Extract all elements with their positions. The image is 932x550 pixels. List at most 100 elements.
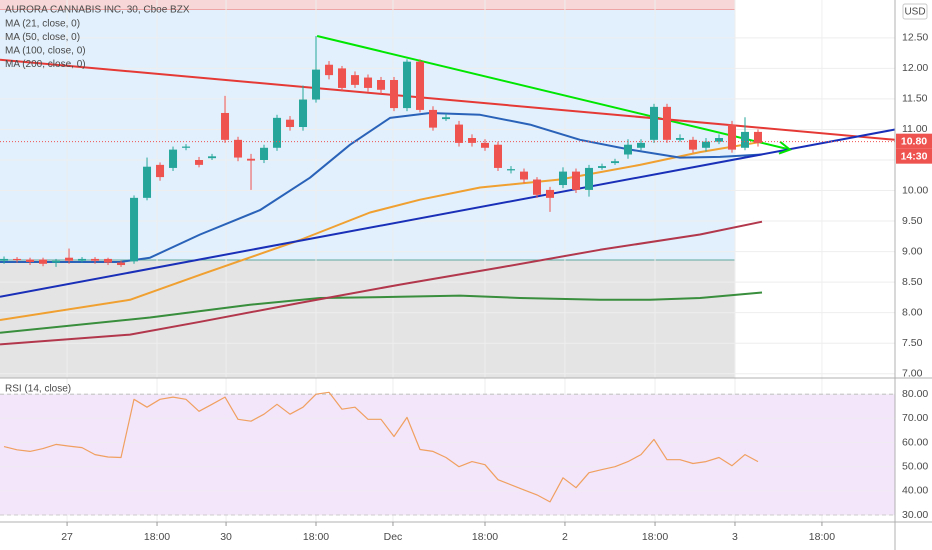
y-tick-label: 10.00: [902, 184, 928, 196]
candle-body: [143, 166, 152, 198]
y-tick-label: 8.50: [902, 276, 923, 288]
y-tick-label: 60.00: [902, 436, 928, 448]
candle-body: [558, 171, 567, 186]
candle-body: [26, 259, 35, 262]
candle-body: [234, 139, 243, 158]
candle-body: [52, 260, 61, 263]
candle-body: [597, 166, 606, 168]
candle-body: [416, 61, 425, 110]
rsi-title: RSI (14, close): [5, 384, 71, 395]
candle-body: [91, 258, 100, 261]
moving-average: [0, 291, 763, 334]
x-tick-label: 18:00: [809, 531, 835, 543]
trend-line: [0, 58, 896, 141]
candle-body: [104, 258, 113, 263]
candle-body: [675, 138, 684, 140]
x-tick-label: 2: [562, 531, 568, 543]
y-tick-label: 9.00: [902, 245, 923, 257]
rsi-line: [3, 391, 759, 503]
candle-body: [610, 161, 619, 164]
x-tick-label: Dec: [384, 531, 403, 543]
legend-entry: MA (200, close, 0): [5, 59, 86, 70]
candle-body: [0, 258, 9, 261]
y-tick-label: 40.00: [902, 485, 928, 497]
candle-body: [494, 144, 503, 168]
stop-zone: [0, 260, 735, 378]
candle-body: [65, 257, 74, 261]
candle-body: [195, 159, 204, 165]
legend-entry: MA (21, close, 0): [5, 19, 80, 30]
candle-body: [442, 117, 451, 120]
candle-body: [753, 131, 762, 143]
risk-zone: [0, 0, 735, 10]
currency[interactable]: USD: [904, 7, 925, 18]
candle-body: [169, 149, 178, 168]
y-tick-label: 12.00: [902, 62, 928, 74]
candle-body: [507, 169, 516, 171]
x-tick-label: 27: [61, 531, 73, 543]
candle-body: [260, 147, 269, 160]
y-tick-label: 50.00: [902, 460, 928, 472]
candle-body: [701, 141, 710, 148]
candle-body: [273, 117, 282, 148]
candle-body: [130, 197, 139, 262]
target-zone: [0, 10, 735, 260]
currency-box[interactable]: [902, 3, 928, 20]
candle-body: [481, 142, 490, 148]
candle-body: [325, 64, 334, 76]
candle-body: [545, 189, 554, 198]
candle-body: [286, 119, 295, 128]
x-tick-label: 18:00: [144, 531, 170, 543]
y-tick-label: 9.50: [902, 215, 923, 227]
candle-body: [636, 142, 645, 148]
candle-body: [623, 144, 632, 155]
candle-body: [221, 112, 230, 140]
y-tick-label: 30.00: [902, 509, 928, 521]
trend-line: [316, 35, 791, 151]
candle-body: [312, 69, 321, 100]
y-tick-label: 12.50: [902, 32, 928, 44]
y-tick-label: 8.00: [902, 306, 923, 318]
moving-average: [0, 112, 763, 263]
x-tick-label: 18:00: [472, 531, 498, 543]
legend-entry: MA (50, close, 0): [5, 32, 80, 43]
candle-body: [584, 167, 593, 190]
x-tick-label: 3: [732, 531, 738, 543]
x-tick-label: 30: [220, 531, 232, 543]
candle-body: [533, 179, 541, 195]
x-tick-label: 18:00: [642, 531, 668, 543]
candle-body: [351, 75, 360, 85]
candle-body: [182, 146, 191, 148]
candle-body: [714, 138, 723, 142]
candle-body: [338, 68, 347, 88]
candle-body: [208, 156, 217, 159]
last-price-box: [896, 133, 932, 149]
chart-title: AURORA CANNABIS INC, 30, Cboe BZX: [5, 5, 190, 16]
countdown-box: [896, 148, 932, 164]
candle-body: [403, 61, 412, 109]
candle-body: [299, 99, 308, 128]
candle-body: [468, 138, 477, 143]
candle-body: [688, 139, 697, 150]
candle-body: [13, 258, 22, 261]
candle-body: [740, 131, 749, 148]
moving-average: [0, 140, 763, 321]
candle-body: [455, 124, 464, 143]
candle-body: [78, 258, 87, 261]
y-tick-label: 11.50: [902, 93, 928, 105]
arrow-head: [778, 140, 792, 155]
candle-body: [117, 262, 126, 266]
y-tick-label: 80.00: [902, 388, 928, 400]
legend-entry: MA (100, close, 0): [5, 46, 86, 57]
candle-body: [390, 79, 399, 109]
rsi-band: [0, 394, 895, 515]
last-price-label: 10.80: [901, 135, 927, 147]
candle-body: [662, 106, 671, 140]
candle-body: [247, 158, 256, 161]
candle-body: [649, 106, 658, 140]
candle-body: [39, 259, 48, 264]
candle-body: [377, 79, 386, 90]
moving-average: [0, 220, 763, 346]
candle-body: [520, 171, 529, 180]
